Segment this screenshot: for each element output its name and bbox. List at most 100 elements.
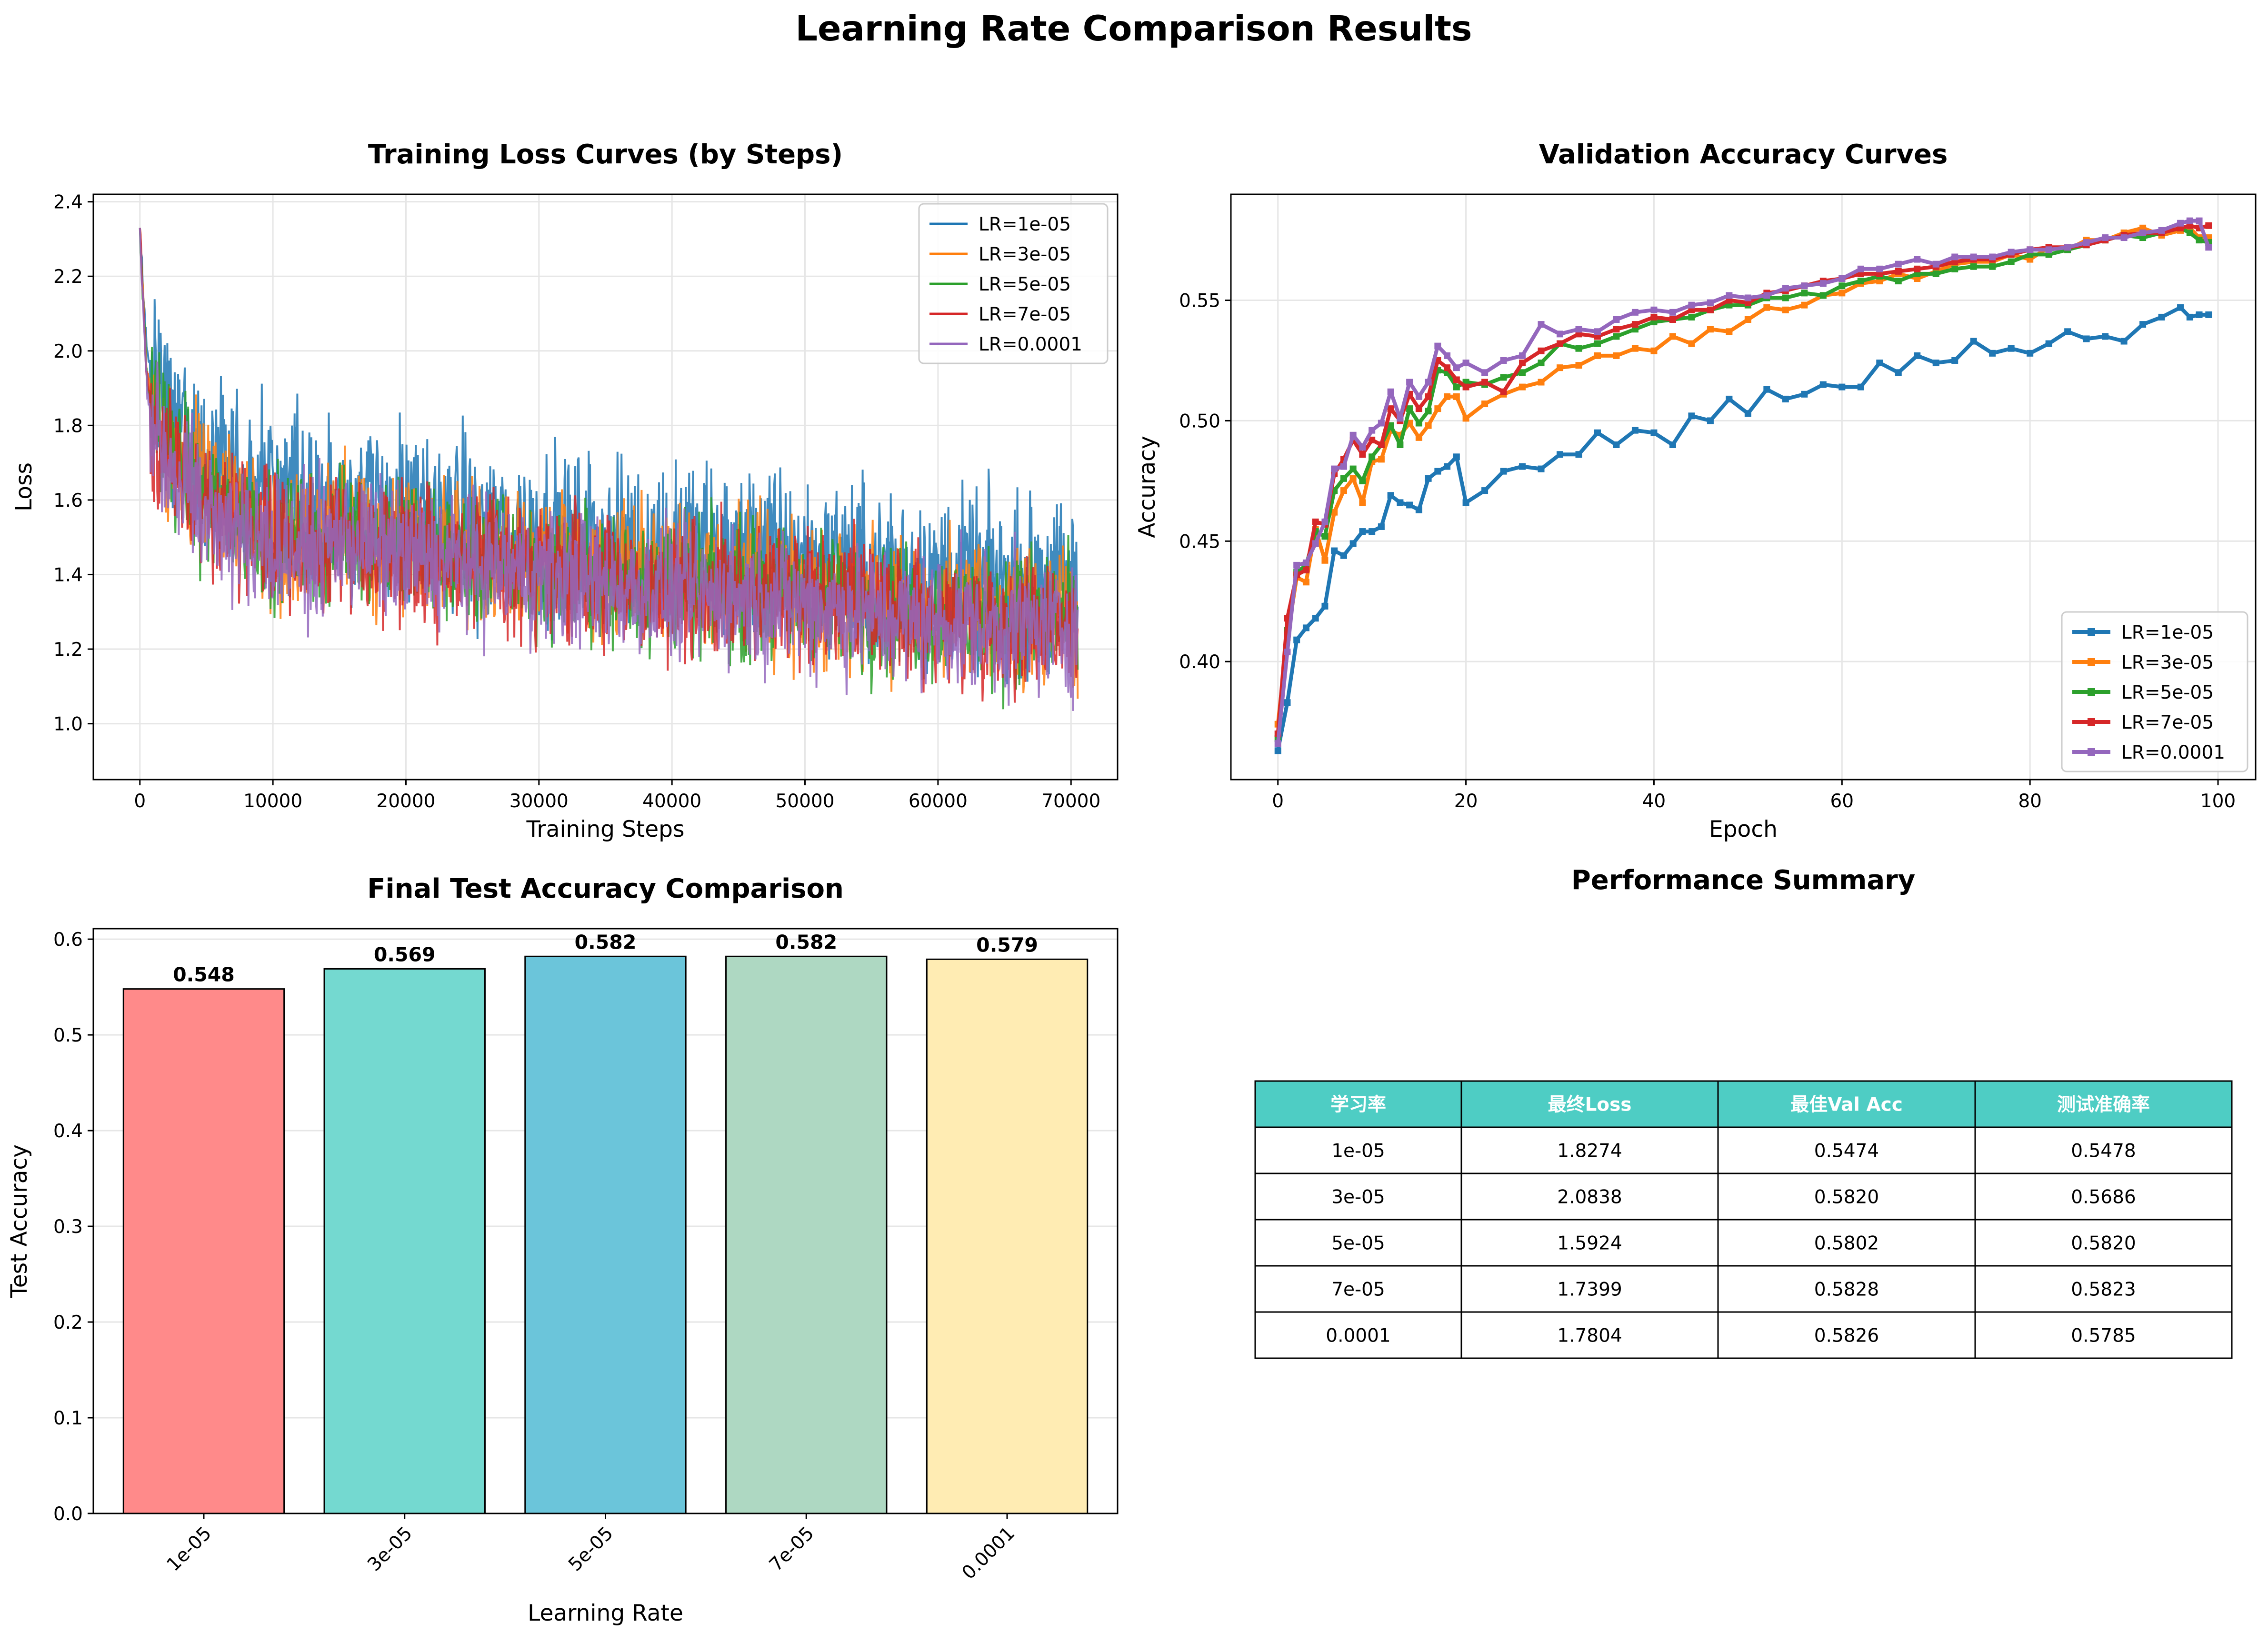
accuracy-point [1415,506,1422,513]
accuracy-point [1453,393,1460,400]
accuracy-point [1378,420,1385,427]
y-tick-label: 2.4 [53,192,83,213]
accuracy-point [1669,441,1676,448]
accuracy-point [1857,383,1864,391]
table-cell-text: 1.7804 [1557,1325,1622,1347]
y-tick-label: 0.3 [53,1216,83,1238]
y-tick-label: 0.45 [1179,531,1220,552]
accuracy-point [1359,451,1366,458]
table-cell-text: 0.5478 [2071,1141,2136,1162]
x-tick-label: 10000 [243,791,302,812]
table-header-cell [1974,1080,2233,1128]
accuracy-point [1613,316,1620,323]
accuracy-point [1481,379,1489,386]
accuracy-point [1312,518,1319,525]
accuracy-point [1369,427,1376,434]
legend-entry: LR=1e-05 [2121,622,2214,643]
y-tick-label: 0.1 [53,1408,83,1429]
accuracy-point [1302,624,1309,631]
bar-value-label: 0.582 [575,931,637,953]
table-cell [1974,1172,2233,1221]
accuracy-point [1462,499,1469,506]
accuracy-point [1302,559,1309,566]
accuracy-point [1688,412,1695,420]
accuracy-point [1378,456,1385,463]
legend-entry: LR=1e-05 [979,214,1071,235]
accuracy-point [1650,347,1658,354]
accuracy-point [1895,260,1902,268]
y-tick-label: 1.0 [53,714,83,735]
table-cell [1460,1126,1719,1174]
legend-entry: LR=0.0001 [2121,742,2225,763]
accuracy-point [1397,499,1404,506]
table-cell-text: 7e-05 [1331,1279,1385,1301]
accuracy-point [1876,360,1883,367]
table-cell-text: 0.5823 [2071,1279,2136,1301]
accuracy-point [1688,313,1695,321]
table-cell [1460,1219,1719,1267]
accuracy-point [2186,229,2193,236]
accuracy-point [1838,290,1846,297]
x-axis-label: Learning Rate [528,1600,683,1626]
chart-title: Validation Accuracy Curves [1539,139,1948,170]
accuracy-point [2120,338,2128,345]
accuracy-point [1707,417,1714,424]
accuracy-point [1519,383,1526,391]
axes-frame [92,928,1119,1514]
legend-box [2061,611,2248,772]
y-tick-label: 1.2 [53,639,83,661]
accuracy-point [1650,306,1658,313]
accuracy-point [1349,465,1357,472]
accuracy-point [1876,265,1883,272]
accuracy-point [2045,246,2052,253]
accuracy-point [1453,364,1460,371]
accuracy-point [1726,292,1733,299]
plot-area [139,228,1079,711]
accuracy-point [1387,422,1394,429]
accuracy-point [2008,258,2015,265]
accuracy-point [1415,393,1422,400]
accuracy-point [1594,340,1601,347]
accuracy-point [1302,579,1309,586]
accuracy-point [1425,422,1432,429]
table-cell [1974,1126,2233,1174]
accuracy-point [2196,237,2203,244]
accuracy-point [1801,391,1808,398]
legend-marker [2088,748,2095,756]
table-cell [1460,1172,1719,1221]
accuracy-point [1312,615,1319,622]
accuracy-point [1500,374,1507,381]
accuracy-point [1914,265,1921,272]
accuracy-point [1349,475,1357,482]
y-tick-label: 0.6 [53,929,83,951]
bar-value-label: 0.569 [374,943,436,966]
table-cell-text: 0.5686 [2071,1187,2136,1208]
accuracy-point [1387,492,1394,499]
table-cell-text: 1.8274 [1557,1141,1622,1162]
bar-value-label: 0.548 [173,963,235,986]
accuracy-point [1425,393,1432,400]
accuracy-point [1378,523,1385,530]
accuracy-point [2196,311,2203,318]
accuracy-point [2064,328,2071,335]
legend-marker [2088,658,2095,666]
accuracy-point [2008,249,2015,256]
accuracy-point [1726,328,1733,335]
legend-marker [2088,628,2095,636]
accuracy-point [1895,268,1902,275]
accuracy-point [1331,465,1338,472]
accuracy-point [2139,229,2147,236]
table-cell-text: 0.5474 [1814,1141,1879,1162]
accuracy-point [2064,244,2071,251]
accuracy-point [1359,528,1366,535]
accuracy-point [1575,362,1582,369]
y-tick-label: 0.55 [1179,291,1220,312]
table-title: Performance Summary [1571,865,1916,896]
accuracy-point [1857,278,1864,285]
accuracy-point [1369,528,1376,535]
accuracy-point [1575,451,1582,458]
accuracy-point [1763,386,1770,393]
accuracy-point [2027,246,2034,253]
accuracy-point [1425,475,1432,482]
x-tick-label: 30000 [510,791,569,812]
